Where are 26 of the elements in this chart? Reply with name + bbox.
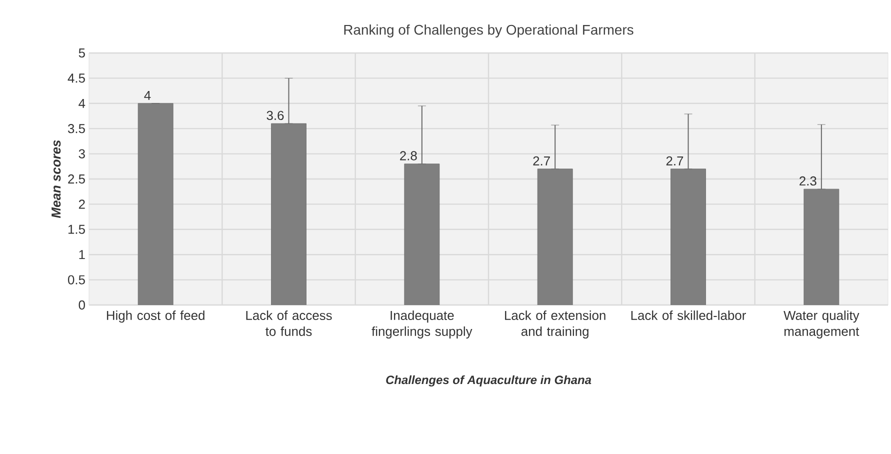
x-tick-label: Lack of extension and training bbox=[505, 310, 606, 339]
y-tick-label: 4 bbox=[78, 98, 86, 108]
y-tick-label: 1.5 bbox=[68, 224, 85, 234]
y-tick-label: 1 bbox=[79, 250, 85, 260]
x-tick-label: Lack of skilled-labor bbox=[631, 310, 746, 320]
y-tick-label: 4.5 bbox=[68, 74, 85, 83]
x-tick-label: High cost of feed bbox=[106, 310, 204, 323]
y-tick-label: 3.5 bbox=[68, 124, 85, 134]
x-tick-label: Lack of access to funds bbox=[246, 310, 332, 336]
y-tick-label: 3 bbox=[78, 149, 85, 158]
y-tick-label: 2.5 bbox=[68, 174, 85, 184]
y-tick-label: 2 bbox=[78, 200, 85, 209]
data-label: 2.7 bbox=[533, 156, 550, 166]
x-tick-label: Water quality management bbox=[784, 310, 860, 339]
data-label: 4 bbox=[144, 90, 151, 100]
y-tick-label: 0 bbox=[78, 300, 85, 310]
x-tick-label: Inadequate fingerlings supply bbox=[372, 310, 472, 339]
y-axis-title: Mean scores bbox=[52, 140, 61, 218]
chart-title: Ranking of Challenges by Operational Farmers bbox=[344, 24, 634, 38]
data-label: 2.3 bbox=[800, 176, 816, 186]
data-label: 2.7 bbox=[666, 156, 684, 166]
x-axis-title: Challenges of Aquaculture in Ghana bbox=[386, 375, 592, 387]
data-label: 3.6 bbox=[266, 110, 284, 120]
y-tick-label: 5 bbox=[78, 48, 85, 58]
y-tick-label: 0.5 bbox=[68, 275, 85, 284]
data-label: 2.8 bbox=[400, 151, 417, 160]
